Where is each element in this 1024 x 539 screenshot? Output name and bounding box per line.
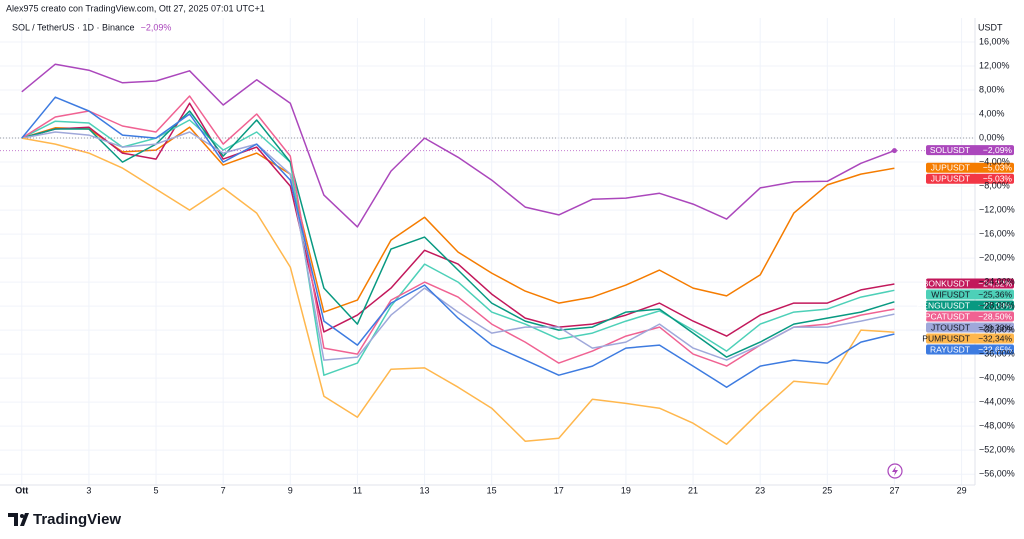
tag-name: JUPUSDT <box>931 173 970 183</box>
x-tick-label: 23 <box>755 485 765 495</box>
price-tag <box>926 333 1014 344</box>
tag-value: −29,33% <box>978 322 1012 332</box>
title-change: −2,09% <box>141 22 172 32</box>
brand-logo: TradingView <box>8 511 121 528</box>
series-line <box>21 96 895 388</box>
x-tick-label: 27 <box>889 485 899 495</box>
tag-name: PENGUUSDT <box>917 300 970 310</box>
tag-name: PUMPUSDT <box>922 333 970 343</box>
price-tag <box>926 300 1014 311</box>
tag-value: −32,34% <box>978 333 1012 343</box>
series-line <box>21 126 895 313</box>
x-tick-label: 19 <box>621 485 631 495</box>
y-tick-label: 0,00% <box>979 132 1005 142</box>
y-tick-label: 12,00% <box>979 60 1010 70</box>
price-tag <box>926 289 1014 300</box>
price-tag <box>926 311 1014 322</box>
y-tick-label: −16,00% <box>979 228 1015 238</box>
brand-name: TradingView <box>33 511 121 528</box>
series-line <box>21 110 895 358</box>
tag-value: −5,03% <box>983 162 1013 172</box>
last-point <box>891 148 897 154</box>
tag-value: −27,28% <box>978 300 1012 310</box>
y-tick-label: −28,00% <box>979 300 1015 310</box>
x-tick-label: 21 <box>688 485 698 495</box>
x-tick-label: 3 <box>86 485 91 495</box>
icon-bolt <box>892 466 898 476</box>
tag-value: −5,03% <box>983 173 1013 183</box>
price-tags: SOLUSDT −2,09% JUPUSDT −5,03% JUPUSDT −5,03% B… <box>913 145 1014 355</box>
series-line <box>21 63 895 228</box>
y-tick-label: −56,00% <box>979 469 1015 479</box>
tag-name: WIFUSDT <box>931 289 970 299</box>
x-tick-label: 29 <box>957 485 967 495</box>
price-tag <box>926 162 1014 173</box>
y-tick-label: −32,00% <box>979 325 1015 335</box>
tag-value: −2,09% <box>983 145 1013 155</box>
lightning-icon <box>887 463 903 479</box>
grid <box>0 18 975 485</box>
y-tick-label: −24,00% <box>979 276 1015 286</box>
x-tick-label: 11 <box>353 485 362 495</box>
x-tick-label: 13 <box>420 485 430 495</box>
series-line <box>21 95 895 367</box>
tag-value: −25,36% <box>978 289 1012 299</box>
y-tick-label: 16,00% <box>979 36 1010 46</box>
tag-name: POPCATUSDT <box>913 311 970 321</box>
tag-value: −32,65% <box>978 344 1012 354</box>
lines <box>0 63 975 445</box>
y-tick-label: −36,00% <box>979 349 1015 359</box>
tag-value: −28,50% <box>978 311 1012 321</box>
y-tick-label: −52,00% <box>979 445 1015 455</box>
y-unit: USDT <box>978 22 1003 32</box>
y-tick-label: −44,00% <box>979 397 1015 407</box>
y-tick-label: −40,00% <box>979 373 1015 383</box>
series-line <box>21 137 895 445</box>
x-tick-label: Ott <box>15 485 28 495</box>
x-tick-label: 9 <box>288 485 293 495</box>
y-tick-label: 4,00% <box>979 108 1005 118</box>
price-tag <box>926 322 1014 333</box>
price-tag <box>926 344 1014 355</box>
x-tick-label: 7 <box>221 485 226 495</box>
tag-name: RAYUSDT <box>930 344 970 354</box>
attribution: Alex975 creato con TradingView.com, Ott … <box>6 3 265 13</box>
tag-name: SOLUSDT <box>930 145 970 155</box>
tag-name: BONKUSDT <box>923 278 970 288</box>
x-tick-label: 15 <box>487 485 497 495</box>
y-tick-label: −20,00% <box>979 252 1015 262</box>
y-tick-label: −8,00% <box>979 180 1010 190</box>
price-tag <box>926 173 1014 184</box>
tag-name: JUPUSDT <box>931 162 970 172</box>
price-tag <box>926 278 1014 289</box>
tag-value: −24,32% <box>978 278 1012 288</box>
price-tag <box>926 145 1014 156</box>
tag-name: JTOUSDT <box>931 322 970 332</box>
x-tick-label: 17 <box>554 485 564 495</box>
y-tick-label: 8,00% <box>979 84 1005 94</box>
x-tick-label: 25 <box>822 485 832 495</box>
y-tick-label: −12,00% <box>979 204 1015 214</box>
y-tick-label: −48,00% <box>979 421 1015 431</box>
series-line <box>21 131 895 361</box>
chart-title: SOL / TetherUS · 1D · Binance <box>12 22 135 32</box>
x-tick-label: 5 <box>154 485 159 495</box>
y-tick-label: −4,00% <box>979 156 1010 166</box>
logo-dot <box>20 514 24 518</box>
